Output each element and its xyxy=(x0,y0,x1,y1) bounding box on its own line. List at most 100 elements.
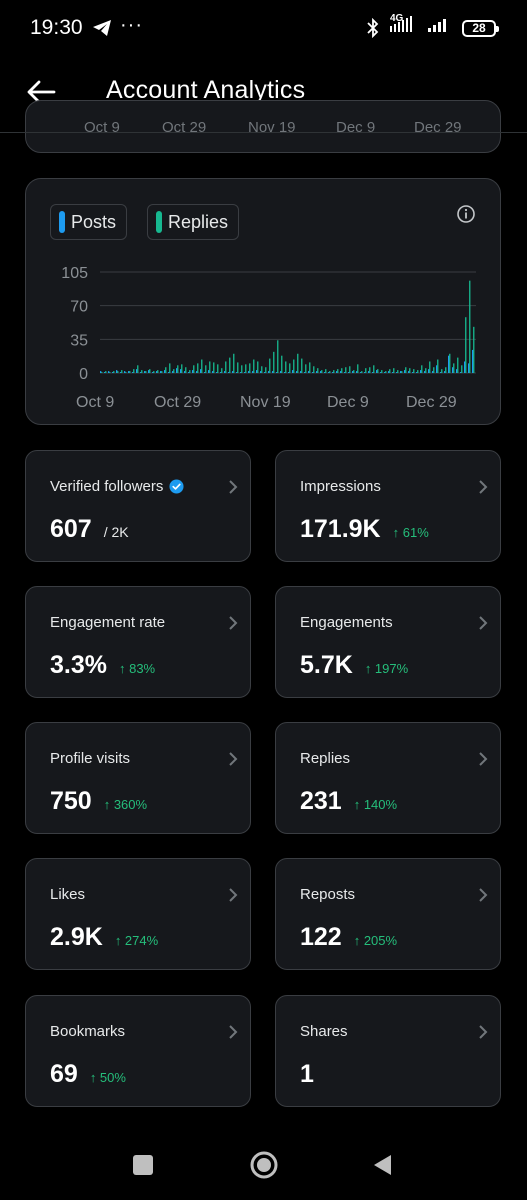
stat-label: Impressions xyxy=(300,478,381,495)
bar-replies xyxy=(197,363,199,373)
bar-posts xyxy=(204,372,206,373)
bar-posts xyxy=(308,371,310,373)
bar-posts xyxy=(432,371,434,373)
bar-replies xyxy=(437,359,439,373)
stat-label: Likes xyxy=(50,886,86,903)
stat-value-number: 5.7K xyxy=(300,651,353,679)
bar-posts xyxy=(128,371,130,373)
stat-value-number: 3.3% xyxy=(50,651,107,679)
bar-posts xyxy=(316,371,318,373)
bar-replies xyxy=(205,365,207,373)
bar-posts xyxy=(352,371,354,373)
bar-replies xyxy=(173,369,175,373)
stat-value: 231 ↑ 140% xyxy=(300,787,397,816)
info-icon[interactable] xyxy=(456,204,476,224)
bar-posts xyxy=(404,370,406,373)
stat-value: 750 ↑ 360% xyxy=(50,787,147,816)
bar-posts xyxy=(356,371,358,373)
stat-value-number: 2.9K xyxy=(50,923,103,951)
bar-replies xyxy=(317,368,319,373)
bar-replies xyxy=(161,371,163,373)
bar-posts xyxy=(108,371,110,373)
bar-replies xyxy=(257,361,259,373)
bar-replies xyxy=(285,361,287,373)
stat-value-number: 1 xyxy=(300,1060,314,1088)
bar-replies xyxy=(133,369,135,373)
stat-card-impressions[interactable]: Impressions 171.9K ↑ 61% xyxy=(275,450,501,562)
bar-posts xyxy=(400,371,402,373)
bar-posts xyxy=(460,372,462,373)
stat-card-engagement-rate[interactable]: Engagement rate 3.3% ↑ 83% xyxy=(25,586,251,698)
bar-replies xyxy=(353,370,355,373)
stat-card-reposts[interactable]: Reposts 122 ↑ 205% xyxy=(275,858,501,970)
bar-posts xyxy=(320,371,322,373)
bar-posts xyxy=(256,370,258,373)
stat-value-number: 231 xyxy=(300,787,342,815)
bar-posts xyxy=(300,371,302,373)
stat-card-bookmarks[interactable]: Bookmarks 69 ↑ 50% xyxy=(25,995,251,1107)
bar-posts xyxy=(444,371,446,373)
bar-replies xyxy=(381,370,383,373)
page-title: Account Analytics xyxy=(106,76,306,104)
bar-replies xyxy=(189,370,191,373)
stat-value: 69 ↑ 50% xyxy=(50,1060,126,1089)
bar-replies xyxy=(169,363,171,373)
bar-posts xyxy=(176,368,178,373)
bar-replies xyxy=(321,370,323,373)
bar-replies xyxy=(105,371,107,373)
chevron-right-icon xyxy=(479,752,488,766)
legend-label: Posts xyxy=(71,211,117,232)
bar-posts xyxy=(232,371,234,373)
bar-replies xyxy=(421,365,423,373)
bar-posts xyxy=(296,371,298,373)
legend-posts[interactable]: Posts xyxy=(50,204,128,240)
legend-replies[interactable]: Replies xyxy=(147,204,240,240)
legend-swatch-posts xyxy=(59,211,65,233)
home-button[interactable] xyxy=(250,1151,278,1179)
stat-card-verified-followers[interactable]: Verified followers 607 / 2K xyxy=(25,450,251,562)
chevron-right-icon xyxy=(229,752,238,766)
bar-replies xyxy=(109,372,111,373)
bar-posts xyxy=(472,349,474,373)
bar-posts xyxy=(212,371,214,373)
bar-posts xyxy=(348,372,350,373)
bar-replies xyxy=(277,340,279,373)
bar-posts xyxy=(244,372,246,373)
chevron-right-icon xyxy=(479,616,488,630)
bar-posts xyxy=(380,372,382,373)
header-divider xyxy=(0,132,527,133)
bar-posts xyxy=(124,371,126,373)
network-signal-icon: 4G xyxy=(388,13,452,38)
ghost-label: Dec 29 xyxy=(414,119,462,136)
stat-card-engagements[interactable]: Engagements 5.7K ↑ 197% xyxy=(275,586,501,698)
stat-value-number: 171.9K xyxy=(300,515,381,543)
chevron-right-icon xyxy=(229,1025,238,1039)
stat-change: ↑ 140% xyxy=(353,797,398,812)
stat-card-shares[interactable]: Shares 1 xyxy=(275,995,501,1107)
bar-posts xyxy=(440,372,442,373)
bar-replies xyxy=(129,371,131,373)
recent-apps-button[interactable] xyxy=(133,1155,153,1175)
bar-posts xyxy=(388,371,390,373)
system-back-button[interactable] xyxy=(372,1153,392,1177)
stat-value: 171.9K ↑ 61% xyxy=(300,515,429,544)
bar-posts xyxy=(292,370,294,373)
stat-card-replies[interactable]: Replies 231 ↑ 140% xyxy=(275,722,501,834)
stat-value: 122 ↑ 205% xyxy=(300,923,397,952)
chevron-right-icon xyxy=(479,888,488,902)
bar-posts xyxy=(312,372,314,373)
bar-replies xyxy=(441,369,443,373)
bar-posts xyxy=(324,372,326,373)
bar-posts xyxy=(268,371,270,373)
stat-label: Engagements xyxy=(300,614,393,631)
x-tick-label: Oct 9 xyxy=(76,394,114,411)
stat-value: 5.7K ↑ 197% xyxy=(300,651,408,680)
stat-card-likes[interactable]: Likes 2.9K ↑ 274% xyxy=(25,858,251,970)
bar-replies xyxy=(349,366,351,373)
bar-replies xyxy=(145,371,147,373)
stat-value: 607 / 2K xyxy=(50,515,129,544)
ghost-label: Nov 19 xyxy=(248,119,296,136)
bar-replies xyxy=(465,317,467,373)
chevron-right-icon xyxy=(229,888,238,902)
stat-card-profile-visits[interactable]: Profile visits 750 ↑ 360% xyxy=(25,722,251,834)
